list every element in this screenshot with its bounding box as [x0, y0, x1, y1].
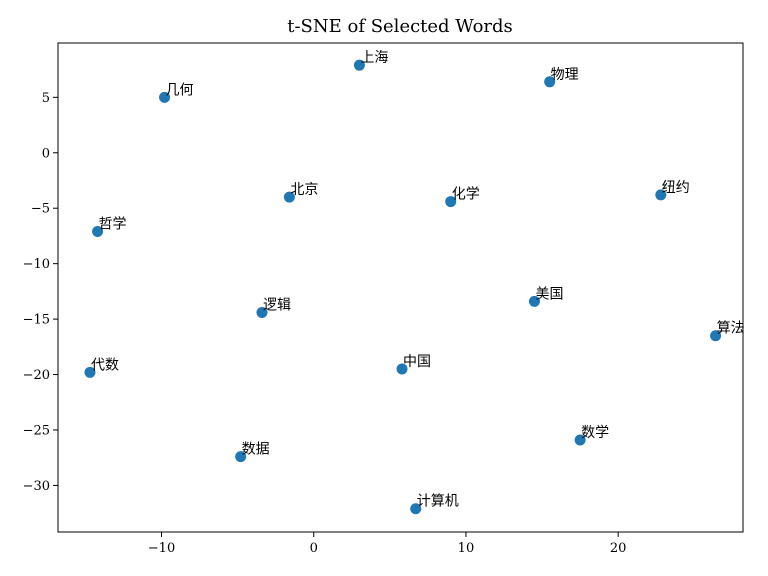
- y-tick-label: −10: [23, 257, 50, 272]
- point-label: 化学: [452, 187, 480, 203]
- chart-title: t-SNE of Selected Words: [287, 16, 513, 37]
- y-tick-label: −30: [23, 479, 50, 494]
- point-label: 逻辑: [263, 297, 291, 313]
- data-point: [92, 226, 104, 238]
- data-point: [445, 196, 457, 208]
- axis-ticks: −10 0 10 20 5 0 −5 −10 −15 −20 −25 −30: [23, 91, 627, 556]
- x-tick-label: 0: [310, 541, 318, 556]
- plot-frame: [57, 42, 744, 533]
- point-label: 美国: [535, 286, 563, 302]
- point-label: 计算机: [417, 494, 459, 510]
- data-point: [410, 503, 422, 515]
- point-label: 上海: [360, 50, 388, 66]
- point-label: 几何: [166, 82, 194, 98]
- y-tick-label: −5: [31, 202, 50, 217]
- point-label: 哲学: [99, 217, 127, 233]
- y-tick-label: 5: [42, 91, 50, 106]
- point-label: 物理: [551, 67, 579, 83]
- point-label: 北京: [290, 182, 318, 198]
- data-point: [353, 59, 365, 71]
- data-point: [84, 366, 96, 378]
- data-point: [235, 451, 247, 463]
- data-point: [710, 330, 722, 342]
- point-label: 数据: [242, 442, 270, 458]
- data-point: [283, 191, 295, 203]
- y-tick-label: −20: [23, 368, 50, 383]
- x-tick-label: 10: [458, 541, 475, 556]
- y-tick-label: 0: [42, 146, 50, 161]
- point-label: 中国: [403, 354, 431, 370]
- point-label: 代数: [91, 357, 119, 373]
- data-point: [655, 189, 667, 201]
- point-label: 数学: [581, 425, 609, 441]
- data-point: [544, 76, 556, 88]
- data-point: [528, 295, 540, 307]
- point-label: 纽约: [662, 180, 690, 196]
- data-point: [574, 434, 586, 446]
- data-point: [396, 363, 408, 375]
- data-point: [159, 91, 171, 103]
- data-point: [256, 306, 268, 318]
- x-tick-label: 20: [610, 541, 627, 556]
- x-tick-label: −10: [148, 541, 175, 556]
- y-tick-label: −15: [23, 313, 50, 328]
- point-label: 算法: [717, 321, 745, 337]
- y-tick-label: −25: [23, 423, 50, 438]
